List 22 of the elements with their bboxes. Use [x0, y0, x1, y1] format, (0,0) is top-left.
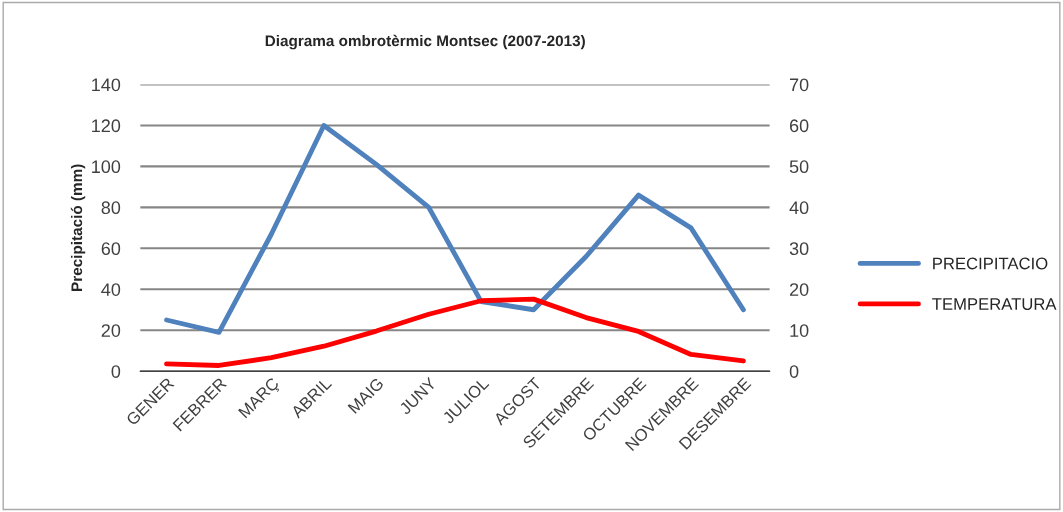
- y2-tick-label: 20: [789, 283, 809, 296]
- y-tick-label: 120: [92, 119, 121, 133]
- legend-label: PRECIPITACIO: [933, 257, 1048, 270]
- chart-title: Diagrama ombrotèrmic Montsec (2007-2013): [265, 34, 585, 50]
- line-series: [164, 296, 746, 368]
- y2-tick-label: 50: [789, 160, 809, 174]
- y2-tick-label: 0: [789, 365, 799, 378]
- y-tick-label: 140: [92, 78, 121, 92]
- y2-tick-label: 10: [790, 324, 809, 337]
- y-axis-title: Precipitació (mm): [70, 164, 86, 291]
- y2-tick-label: 70: [789, 78, 809, 92]
- y-tick-label: 100: [92, 160, 121, 174]
- y-tick-label: 20: [101, 324, 121, 337]
- y2-tick-label: 30: [789, 242, 809, 256]
- y-tick-label: 60: [101, 242, 121, 256]
- line-series: [164, 123, 746, 335]
- legend-label: TEMPERATURA: [932, 298, 1057, 310]
- y-tick-label: 0: [111, 365, 121, 378]
- y2-tick-label: 60: [789, 119, 809, 133]
- y2-tick-label: 40: [789, 201, 809, 215]
- y-tick-label: 40: [101, 283, 121, 296]
- y-tick-label: 80: [101, 201, 121, 215]
